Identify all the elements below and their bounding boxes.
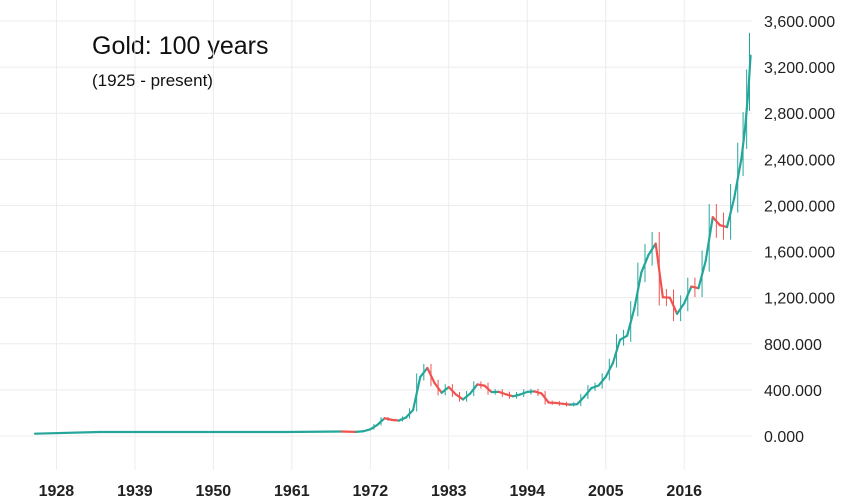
price-segment (497, 390, 507, 396)
price-segment (618, 334, 629, 341)
price-segment (383, 417, 393, 421)
price-segment (511, 393, 522, 398)
y-tick-label: 3,600.000 (764, 14, 835, 31)
price-segment (611, 338, 622, 365)
price-segment (647, 242, 657, 256)
price-segment (654, 242, 664, 299)
price-segment (704, 216, 714, 263)
x-axis: 1928 1939 1950 1961 1972 1983 1994 2005 2016 (39, 483, 703, 500)
price-line (33, 54, 752, 435)
price-segment (683, 285, 693, 305)
y-tick-label: 2,800.000 (764, 106, 835, 123)
y-tick-label: 400.000 (764, 383, 822, 400)
x-tick-label: 1928 (39, 483, 75, 500)
price-segment (697, 260, 707, 290)
price-segment (718, 224, 729, 229)
x-tick-label: 1994 (509, 483, 545, 500)
price-segment (626, 307, 636, 337)
price-segment (583, 386, 593, 398)
price-segment (597, 375, 607, 387)
gridlines (0, 0, 752, 470)
x-tick-label: 1983 (431, 483, 467, 500)
price-segment (640, 253, 650, 274)
price-segment (412, 375, 422, 412)
price-segment (561, 402, 572, 406)
price-segment (397, 416, 408, 422)
x-tick-label: 2005 (588, 483, 624, 500)
x-tick-label: 2016 (666, 483, 702, 500)
y-tick-label: 2,000.000 (764, 198, 835, 215)
price-segment (376, 417, 386, 426)
price-segment (354, 430, 365, 433)
price-segment (447, 386, 458, 396)
price-segment (404, 408, 415, 419)
y-tick-label: 1,600.000 (764, 245, 835, 262)
price-candles (373, 32, 751, 430)
y-axis: 0.000 400.000 800.000 1,200.000 1,600.000 2,0… (764, 14, 835, 446)
price-segment (747, 54, 752, 92)
y-tick-label: 1,200.000 (764, 291, 835, 308)
price-segment (711, 216, 721, 227)
x-tick-label: 1972 (353, 483, 389, 500)
price-segment (461, 392, 472, 401)
price-segment (675, 302, 686, 315)
y-tick-label: 0.000 (764, 429, 804, 446)
price-segment (483, 384, 493, 394)
chart-title: Gold: 100 years (92, 32, 269, 60)
x-tick-label: 1961 (274, 483, 310, 500)
price-segment (668, 296, 679, 315)
y-tick-label: 3,200.000 (764, 60, 835, 77)
price-segment (426, 366, 436, 385)
price-segment (369, 423, 379, 431)
price-segment (661, 296, 672, 299)
price-segment (440, 386, 450, 394)
price-segment (476, 383, 486, 387)
price-segment (362, 428, 372, 433)
price-segment (419, 366, 429, 379)
y-tick-label: 800.000 (764, 337, 822, 354)
price-segment (390, 418, 400, 422)
price-segment (725, 197, 736, 229)
price-segment (533, 390, 543, 395)
price-segment (504, 393, 515, 398)
x-tick-label: 1950 (196, 483, 232, 500)
price-segment (743, 89, 750, 132)
price-segment (540, 392, 550, 404)
price-segment (519, 390, 529, 396)
price-segment (690, 285, 700, 290)
chart-subtitle: (1925 - present) (92, 71, 213, 90)
price-segment (633, 271, 643, 310)
price-segment (576, 395, 586, 406)
price-segment (590, 384, 600, 390)
price-segment (33, 430, 101, 435)
price-segment (740, 129, 746, 161)
price-segment (554, 401, 565, 405)
x-tick-label: 1939 (117, 483, 153, 500)
price-segment (469, 383, 479, 395)
price-segment (454, 393, 465, 401)
y-tick-label: 2,400.000 (764, 152, 835, 169)
price-segment (604, 362, 614, 378)
price-segment (433, 381, 443, 394)
price-segment (733, 158, 743, 200)
